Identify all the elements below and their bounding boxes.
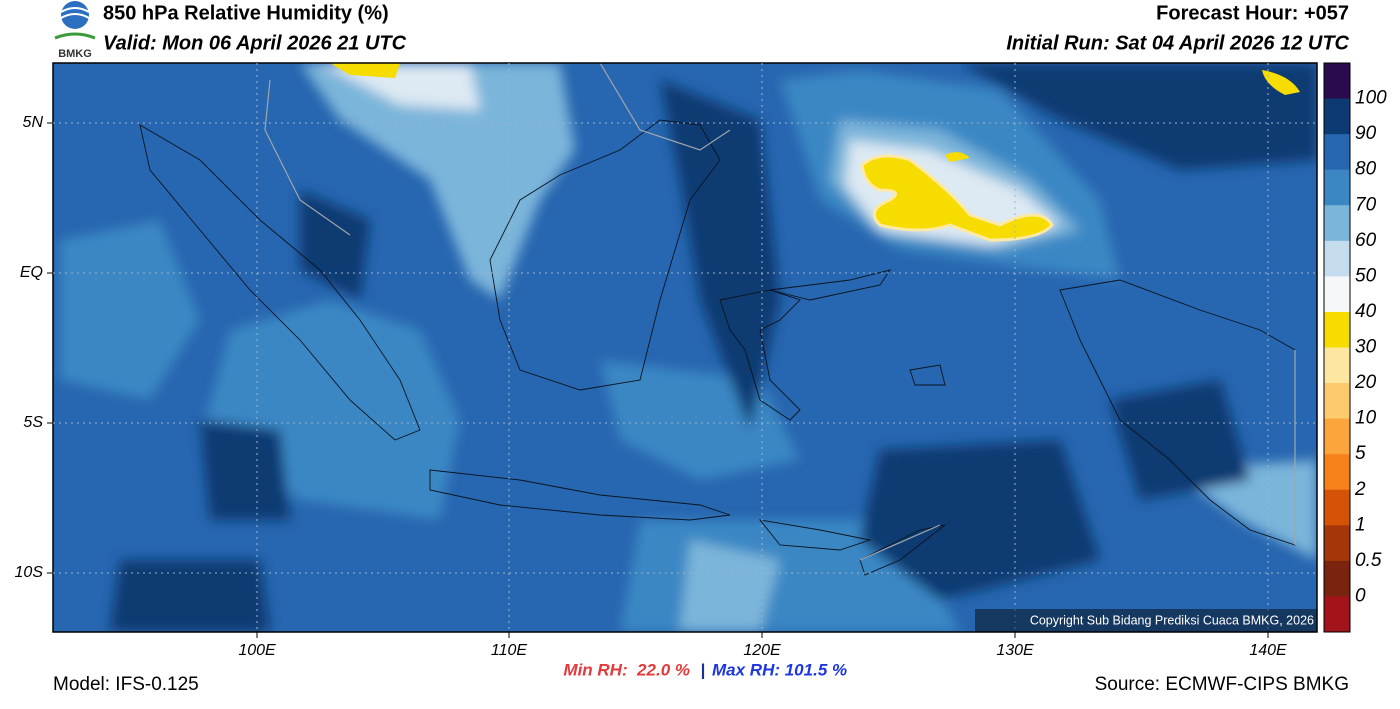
colorbar-segment [1324,63,1350,100]
colorbar-segment [1324,134,1350,171]
colorbar-label: 90 [1355,123,1377,144]
colorbar-label: 0 [1355,585,1366,606]
colorbar-label: 40 [1355,301,1377,322]
colorbar-label: 30 [1355,337,1377,358]
colorbar-segment [1324,276,1350,313]
graticule: 5N EQ 5S 10S 100E 110E 120E 130E 140E [15,63,1317,659]
colorbar-label: 70 [1355,194,1377,215]
colorbar-segment [1324,454,1350,491]
lon-label: 130E [996,642,1034,659]
colorbar-label: 0.5 [1355,550,1382,571]
logo: BMKG [54,1,96,60]
logo-text: BMKG [58,48,92,60]
lon-label: 140E [1249,642,1287,659]
colorbar-label: 10 [1355,408,1377,429]
colorbar-segment [1324,383,1350,420]
colorbar-segment [1324,240,1350,277]
lon-label: 120E [743,642,781,659]
colorbar-label: 5 [1355,443,1366,464]
colorbar-label: 80 [1355,159,1377,180]
colorbar-segment [1324,311,1350,348]
colorbar-label: 1 [1355,514,1366,535]
colorbar-label: 60 [1355,230,1377,251]
model: Model: IFS-0.125 [53,674,199,695]
colorbar-segment [1324,489,1350,526]
colorbar-segment [1324,98,1350,135]
colorbar-segment [1324,347,1350,384]
lon-label: 100E [238,642,276,659]
title: 850 hPa Relative Humidity (%) [103,2,389,24]
colorbar-label: 20 [1354,372,1377,393]
copyright: Copyright Sub Bidang Prediksi Cuaca BMKG… [1030,613,1314,627]
colorbar-label: 100 [1355,88,1387,109]
lat-label: 5S [23,414,43,431]
colorbar-segment [1324,205,1350,242]
colorbar-label: 50 [1355,265,1377,286]
valid-time: Valid: Mon 06 April 2026 21 UTC [103,32,407,54]
colorbar-segment [1324,596,1350,633]
colorbar-segment [1324,525,1350,562]
copyright-box [975,609,1317,632]
max-rh: Max RH: 101.5 % [712,660,847,679]
colorbar-segment [1324,560,1350,597]
source: Source: ECMWF-CIPS BMKG [1095,674,1349,695]
colorbar-frame [1323,62,1351,633]
lat-label: 5N [23,114,44,131]
initial-run: Initial Run: Sat 04 April 2026 12 UTC [1006,32,1349,54]
humidity-field [53,63,1317,632]
colorbar-segment [1324,169,1350,206]
lon-label: 110E [491,642,528,659]
lat-label: 10S [15,564,44,581]
min-rh: Min RH: 22.0 % [563,660,690,679]
map-frame [52,62,1318,633]
separator: | [701,660,706,679]
lat-label: EQ [20,264,43,281]
colorbar: 100 90 80 70 60 50 40 30 20 10 5 2 1 0.5 0 [1323,62,1387,633]
colorbar-label: 2 [1354,479,1366,500]
forecast-hour: Forecast Hour: +057 [1156,2,1349,24]
colorbar-segment [1324,418,1350,455]
